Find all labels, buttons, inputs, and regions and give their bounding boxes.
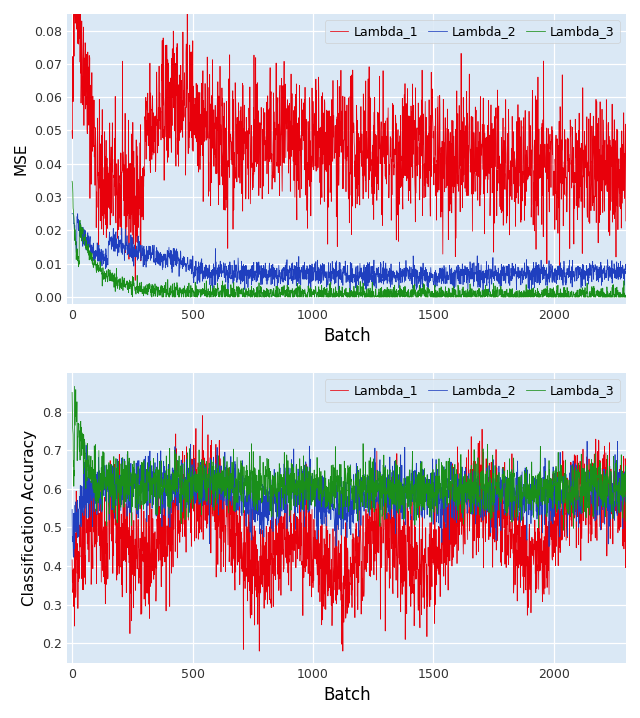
Lambda_1 [493,486,501,495]
Lambda_2 [70,553,77,561]
Lambda_1 [68,556,76,564]
Lambda_1 [258,580,266,589]
Y-axis label: Classification Accuracy: Classification Accuracy [22,430,37,606]
Lambda_3 [148,293,156,302]
Lambda_1 [68,126,76,135]
Lambda_3 [70,382,78,391]
Y-axis label: MSE: MSE [14,143,29,175]
Line: Lambda_1: Lambda_1 [72,14,626,280]
Lambda_1 [70,9,78,18]
Lambda_2 [493,276,501,284]
Lambda_3 [257,471,265,480]
Lambda_1 [622,508,630,517]
Lambda_1 [378,510,386,519]
Lambda_2 [493,485,501,494]
Lambda_1 [532,588,540,597]
Lambda_2 [532,277,540,286]
Lambda_3 [622,517,630,526]
Lambda_2 [583,437,591,446]
Lambda_3 [493,284,501,293]
Lambda_2 [378,489,386,498]
Lambda_3 [68,177,76,186]
Lambda_1 [258,111,266,120]
Lambda_1 [366,93,374,101]
Lambda_3 [365,487,373,495]
Lambda_2 [68,505,76,514]
Lambda_1 [366,554,374,562]
Lambda_3 [68,388,76,397]
Lambda_2 [365,485,373,494]
Lambda_1 [198,411,206,420]
Lambda_2 [378,275,386,284]
X-axis label: Batch: Batch [323,327,371,345]
Lambda_1 [145,523,153,531]
Lambda_3 [493,470,501,479]
Lambda_3 [622,293,630,302]
Lambda_2 [622,494,630,503]
Legend: Lambda_1, Lambda_2, Lambda_3: Lambda_1, Lambda_2, Lambda_3 [324,20,620,43]
Lambda_3 [146,498,154,507]
Lambda_1 [131,276,139,284]
Lambda_3 [257,289,265,297]
Lambda_2 [257,270,265,279]
Lambda_2 [346,288,354,297]
Lambda_2 [146,449,154,458]
Line: Lambda_1: Lambda_1 [72,416,626,651]
Lambda_3 [559,526,567,535]
Lambda_1 [255,647,263,656]
Lambda_1 [146,157,154,165]
Lambda_1 [622,217,630,225]
Lambda_2 [365,261,373,270]
Lambda_2 [257,508,265,517]
Lambda_2 [145,246,153,255]
Line: Lambda_3: Lambda_3 [72,182,626,297]
Line: Lambda_2: Lambda_2 [72,442,626,557]
Lambda_3 [145,279,153,288]
Lambda_3 [532,472,540,480]
Line: Lambda_3: Lambda_3 [72,386,626,531]
Lambda_3 [532,286,540,294]
Lambda_2 [68,210,76,218]
Lambda_1 [378,133,386,141]
Lambda_3 [378,293,386,302]
Lambda_2 [532,474,540,482]
Lambda_2 [622,260,630,269]
Line: Lambda_2: Lambda_2 [72,214,626,292]
Lambda_1 [532,191,540,200]
Lambda_3 [365,292,373,300]
Legend: Lambda_1, Lambda_2, Lambda_3: Lambda_1, Lambda_2, Lambda_3 [324,379,620,402]
Lambda_3 [378,482,386,490]
Lambda_1 [493,186,501,195]
X-axis label: Batch: Batch [323,686,371,704]
